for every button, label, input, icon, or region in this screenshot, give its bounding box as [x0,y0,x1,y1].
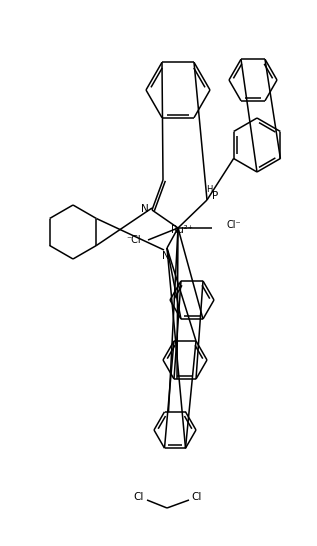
Text: H: H [206,186,212,194]
Text: N: N [141,204,149,214]
Text: ⁻Cl: ⁻Cl [127,235,141,245]
Text: Cl⁻: Cl⁻ [227,220,241,230]
Text: N: N [162,251,170,261]
Text: Cl: Cl [192,492,202,502]
Text: Ru²⁺: Ru²⁺ [171,225,193,235]
Text: Cl: Cl [134,492,144,502]
Text: P: P [212,191,218,201]
